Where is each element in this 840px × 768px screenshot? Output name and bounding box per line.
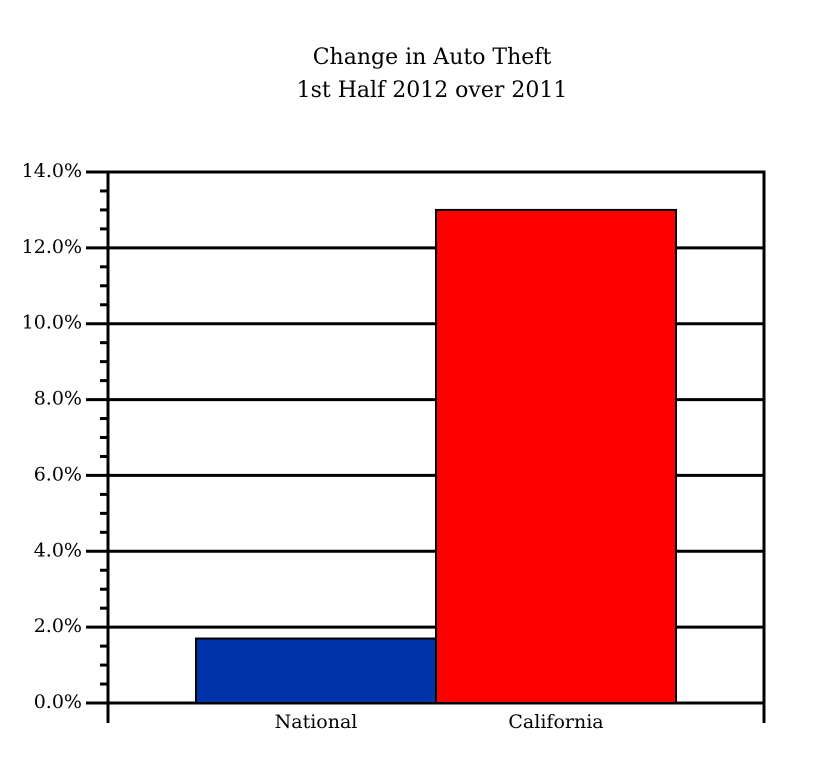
bar: [195, 637, 437, 704]
y-tick-label: 6.0%: [34, 463, 82, 485]
y-tick-label: 4.0%: [34, 539, 82, 561]
y-tick-label: 12.0%: [22, 236, 82, 258]
x-tick-label: National: [275, 711, 358, 733]
chart-title: Change in Auto Theft: [313, 45, 552, 70]
bar: [435, 208, 677, 705]
y-tick-label: 2.0%: [34, 615, 82, 637]
chart-subtitle: 1st Half 2012 over 2011: [297, 78, 568, 103]
y-tick-label: 0.0%: [34, 691, 82, 713]
x-tick-label: California: [508, 711, 603, 733]
y-tick-label: 10.0%: [22, 312, 82, 334]
y-tick-label: 8.0%: [34, 388, 82, 410]
y-tick-label: 14.0%: [22, 160, 82, 182]
